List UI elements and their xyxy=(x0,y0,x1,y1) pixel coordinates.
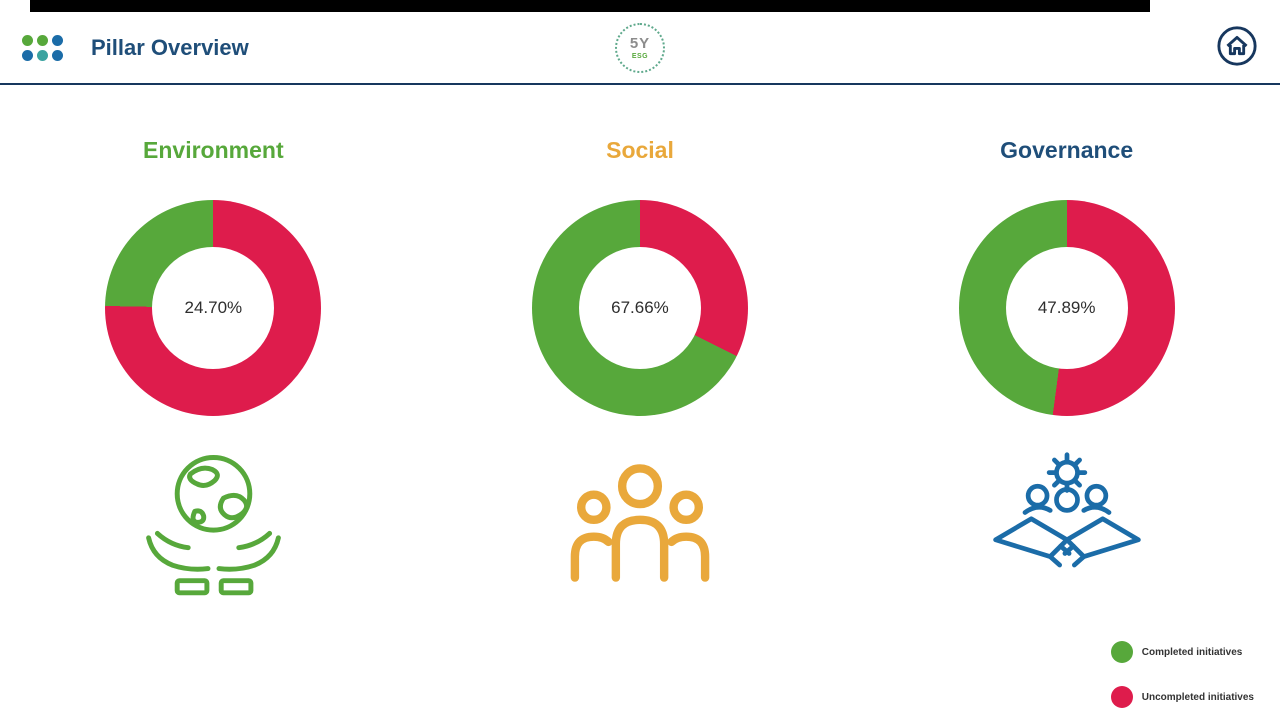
esg-logo: 5Y ESG xyxy=(615,22,665,73)
home-button[interactable] xyxy=(1216,25,1258,70)
pillars-grid: Environment 24.70% xyxy=(0,87,1280,612)
pillar-environment: Environment 24.70% xyxy=(0,87,427,612)
brand-dot xyxy=(22,34,33,46)
brand-dot xyxy=(52,34,63,46)
esg-logo-circle: 5Y ESG xyxy=(615,22,665,73)
legend-item-completed: Completed initiatives xyxy=(1110,641,1254,663)
completed-legend-label: Completed initiatives xyxy=(1141,646,1243,658)
environment-completion-value: 24.70% xyxy=(184,298,243,317)
completed-legend-dot xyxy=(1110,641,1133,663)
social-donut-hole: 67.66% xyxy=(578,247,701,369)
environment-donut-chart[interactable]: 24.70% xyxy=(105,200,322,416)
uncompleted-legend-dot xyxy=(1110,686,1133,708)
people-icon xyxy=(561,434,719,612)
brand-dots-logo xyxy=(22,34,63,61)
page-title: Pillar Overview xyxy=(91,34,249,60)
social-donut-chart[interactable]: 67.66% xyxy=(531,200,748,416)
earth-in-hands-icon xyxy=(131,434,296,612)
pillar-title-social: Social xyxy=(606,137,674,163)
pillar-title-governance: Governance xyxy=(1000,137,1134,163)
header: Pillar Overview 5Y ESG xyxy=(0,12,1280,85)
uncompleted-legend-label: Uncompleted initiatives xyxy=(1141,691,1254,703)
chart-legend: Completed initiatives Uncompleted initia… xyxy=(1110,641,1254,708)
pillar-social: Social 67.66% xyxy=(427,87,854,612)
top-black-bar xyxy=(30,0,1150,12)
brand-dot xyxy=(52,49,63,61)
governance-donut-chart[interactable]: 47.89% xyxy=(958,200,1175,416)
handshake-icon xyxy=(983,434,1151,612)
brand-dot xyxy=(22,49,33,61)
governance-completion-value: 47.89% xyxy=(1037,298,1096,317)
esg-logo-subtext: ESG xyxy=(631,52,649,60)
esg-logo-text: 5Y xyxy=(629,34,651,52)
brand-dot xyxy=(37,49,48,61)
governance-donut-hole: 47.89% xyxy=(1005,247,1128,369)
environment-donut-hole: 24.70% xyxy=(152,247,275,369)
legend-item-uncompleted: Uncompleted initiatives xyxy=(1110,686,1254,708)
pillar-title-environment: Environment xyxy=(143,137,284,163)
home-icon xyxy=(1216,25,1258,70)
brand-dot xyxy=(37,34,48,46)
pillar-governance: Governance 47.89% xyxy=(853,87,1280,612)
social-completion-value: 67.66% xyxy=(611,298,669,317)
